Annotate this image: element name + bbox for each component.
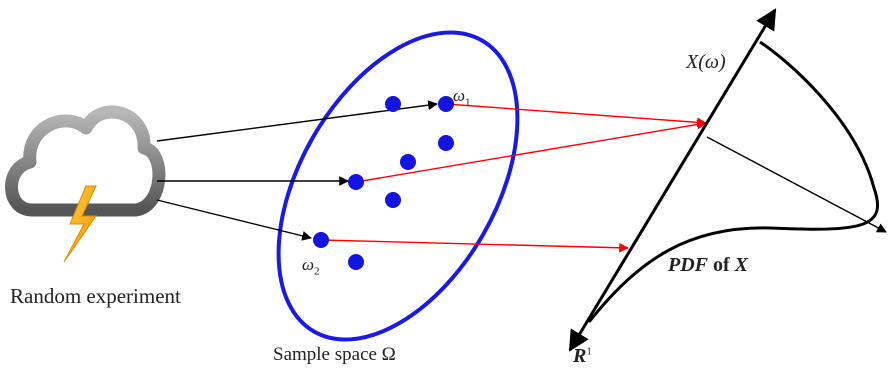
storm-cloud-icon (5, 105, 166, 217)
sample-point (348, 254, 364, 270)
x-of-omega-label: X(ω) (686, 51, 726, 73)
omega1-label: ω1 (453, 86, 471, 108)
sample-space-ellipse (276, 30, 520, 342)
mapping-arrow-omega1 (445, 103, 707, 128)
omega2-label: ω2 (302, 255, 320, 277)
density-axis-arrow (706, 136, 887, 233)
lightning-bolt-icon (63, 185, 97, 263)
pdf-prefix: PDF (668, 254, 708, 276)
pdf-curve (587, 40, 880, 323)
sample-point-omega1 (438, 96, 454, 112)
pdf-label: PDF of X (668, 254, 748, 277)
omega2-subscript: 2 (314, 265, 320, 278)
experiment-arrow-bottom (156, 199, 312, 241)
sample-point (438, 135, 454, 151)
sample-point (348, 174, 364, 190)
real-line-axis (568, 8, 777, 352)
sample-point (385, 192, 401, 208)
real-line-label: R1 (573, 345, 592, 368)
sample-space-label: Sample space Ω (273, 344, 396, 365)
real-line-symbol: R (573, 345, 587, 367)
random-experiment-label: Random experiment (10, 284, 181, 308)
pdf-variable: X (734, 254, 749, 276)
sample-points (313, 96, 454, 270)
pdf-of: of (708, 254, 735, 276)
mapping-arrow-middle (355, 119, 707, 183)
sample-point (400, 154, 416, 170)
omega2-symbol: ω (302, 255, 315, 274)
omega1-symbol: ω (453, 86, 466, 105)
sample-point (385, 96, 401, 112)
sample-point-omega2 (313, 232, 329, 248)
omega1-subscript: 1 (465, 96, 471, 109)
real-line-superscript: 1 (586, 345, 592, 358)
